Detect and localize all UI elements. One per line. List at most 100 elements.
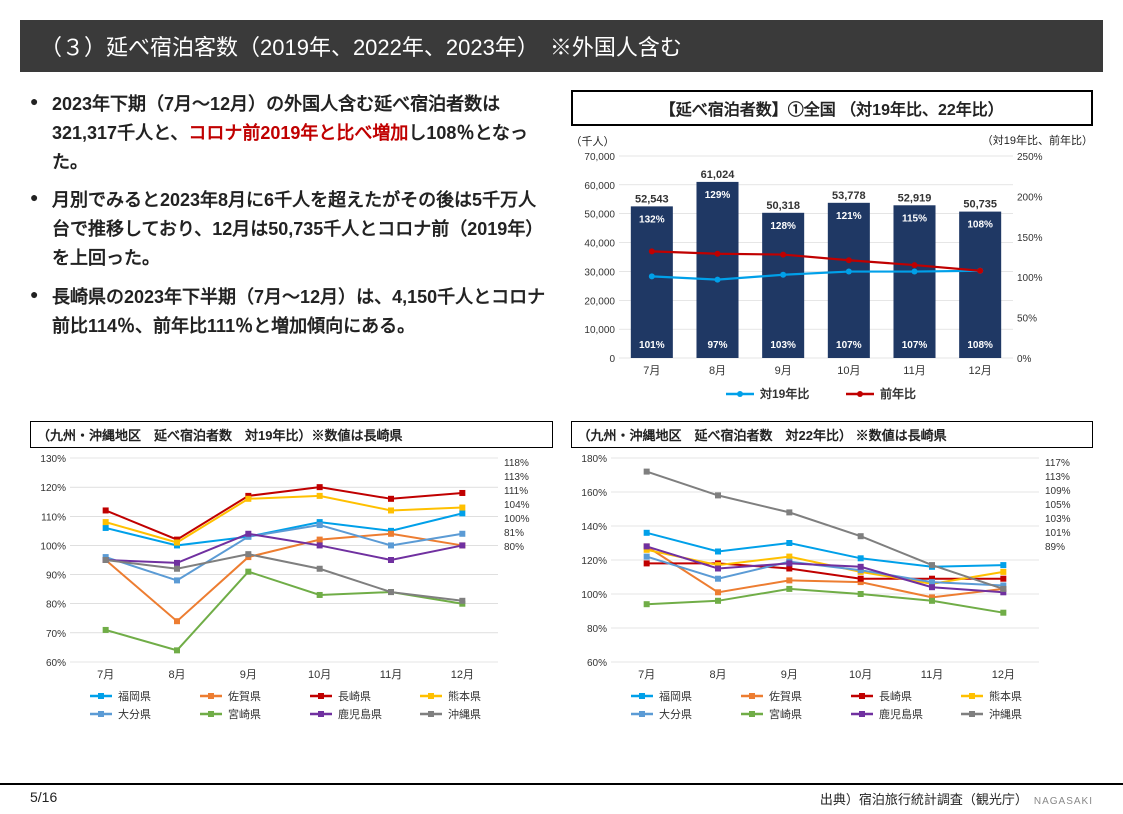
svg-text:10,000: 10,000 — [584, 325, 615, 336]
svg-text:103%: 103% — [1045, 514, 1071, 525]
svg-text:129%: 129% — [704, 190, 730, 201]
svg-text:115%: 115% — [901, 213, 926, 224]
svg-text:52,543: 52,543 — [635, 193, 669, 205]
svg-text:沖縄県: 沖縄県 — [989, 707, 1022, 721]
svg-text:60,000: 60,000 — [584, 181, 615, 192]
svg-text:11月: 11月 — [920, 669, 942, 681]
svg-text:50,318: 50,318 — [766, 200, 800, 212]
svg-text:81%: 81% — [504, 528, 524, 539]
svg-text:130%: 130% — [40, 454, 66, 465]
chart1-title: 【延べ宿泊者数】①全国 （対19年比、22年比） — [571, 90, 1094, 126]
svg-text:7月: 7月 — [638, 669, 655, 681]
svg-text:117%: 117% — [1045, 458, 1070, 469]
svg-text:110%: 110% — [41, 512, 66, 523]
svg-text:福岡県: 福岡県 — [659, 689, 692, 703]
svg-text:108%: 108% — [967, 220, 993, 231]
svg-text:8月: 8月 — [168, 669, 185, 681]
svg-text:宮崎県: 宮崎県 — [228, 707, 261, 721]
svg-text:140%: 140% — [581, 522, 607, 533]
svg-text:沖縄県: 沖縄県 — [448, 707, 481, 721]
svg-text:9月: 9月 — [240, 669, 257, 681]
svg-text:7月: 7月 — [97, 669, 114, 681]
svg-text:101%: 101% — [639, 340, 665, 351]
svg-text:113%: 113% — [1045, 472, 1070, 483]
svg-text:52,919: 52,919 — [897, 192, 931, 204]
svg-text:熊本県: 熊本県 — [989, 689, 1022, 703]
svg-text:120%: 120% — [40, 483, 66, 494]
svg-text:89%: 89% — [1045, 542, 1065, 553]
svg-text:20,000: 20,000 — [584, 296, 615, 307]
svg-text:180%: 180% — [581, 454, 607, 465]
svg-text:12月: 12月 — [451, 669, 474, 681]
chart1-yr-label: （対19年比、前年比） — [982, 132, 1093, 148]
svg-text:70,000: 70,000 — [584, 152, 615, 163]
svg-text:大分県: 大分県 — [659, 707, 692, 721]
svg-text:大分県: 大分県 — [118, 707, 151, 721]
svg-text:50%: 50% — [1017, 314, 1037, 325]
svg-text:50,735: 50,735 — [963, 199, 997, 211]
chart1-yl-label: （千人） — [571, 136, 615, 148]
svg-text:12月: 12月 — [968, 365, 991, 377]
svg-text:前年比: 前年比 — [880, 386, 916, 401]
page-title: （３）延べ宿泊客数（2019年、2022年、2023年） ※外国人含む — [20, 20, 1103, 72]
svg-text:113%: 113% — [504, 472, 529, 483]
svg-text:0%: 0% — [1017, 354, 1032, 365]
svg-text:11月: 11月 — [380, 669, 402, 681]
svg-text:111%: 111% — [504, 486, 528, 497]
svg-text:61,024: 61,024 — [700, 169, 735, 181]
svg-text:12月: 12月 — [991, 669, 1014, 681]
svg-text:97%: 97% — [707, 340, 727, 351]
svg-text:200%: 200% — [1017, 192, 1043, 203]
svg-text:10月: 10月 — [837, 365, 860, 377]
source: 出典）宿泊旅行統計調査（観光庁） — [820, 792, 1028, 807]
svg-text:8月: 8月 — [708, 365, 725, 377]
svg-text:120%: 120% — [581, 556, 607, 567]
svg-text:10月: 10月 — [308, 669, 331, 681]
svg-text:100%: 100% — [40, 541, 66, 552]
svg-text:103%: 103% — [770, 340, 796, 351]
svg-text:100%: 100% — [581, 590, 607, 601]
logo: NAGASAKI — [1034, 796, 1093, 807]
bullet-item: 月別でみると2023年8月に6千人を超えたがその後は5千万人台で推移しており、1… — [30, 186, 553, 272]
svg-text:60%: 60% — [586, 658, 606, 669]
svg-text:150%: 150% — [1017, 233, 1043, 244]
svg-text:70%: 70% — [46, 629, 66, 640]
svg-text:50,000: 50,000 — [584, 210, 615, 221]
chart1: 010,00020,00030,00040,00050,00060,00070,… — [571, 150, 1061, 410]
svg-text:118%: 118% — [504, 458, 529, 469]
svg-text:宮崎県: 宮崎県 — [769, 707, 802, 721]
page-number: 5/16 — [30, 789, 57, 808]
svg-text:105%: 105% — [1045, 500, 1071, 511]
svg-text:8月: 8月 — [709, 669, 726, 681]
svg-text:鹿児島県: 鹿児島県 — [338, 707, 382, 721]
bullet-item: 長崎県の2023年下半期（7月～12月）は、4,150千人とコロナ前比114％、… — [30, 283, 553, 341]
svg-text:9月: 9月 — [780, 669, 797, 681]
svg-text:対19年比: 対19年比 — [759, 386, 809, 401]
svg-text:101%: 101% — [1045, 528, 1071, 539]
svg-text:長崎県: 長崎県 — [879, 689, 912, 703]
svg-text:佐賀県: 佐賀県 — [769, 689, 802, 703]
svg-text:福岡県: 福岡県 — [118, 689, 151, 703]
svg-text:121%: 121% — [836, 211, 862, 222]
svg-text:佐賀県: 佐賀県 — [228, 689, 261, 703]
svg-text:80%: 80% — [504, 542, 524, 553]
chart3: 60%80%100%120%140%160%180%7月8月9月10月11月12… — [571, 452, 1091, 732]
svg-text:9月: 9月 — [774, 365, 791, 377]
svg-text:90%: 90% — [46, 571, 66, 582]
svg-text:30,000: 30,000 — [584, 267, 615, 278]
bullet-list: 2023年下期（7月～12月）の外国人含む延べ宿泊者数は321,317千人と、コ… — [30, 90, 553, 415]
svg-text:53,778: 53,778 — [832, 190, 866, 202]
svg-text:108%: 108% — [967, 340, 993, 351]
bullet-item: 2023年下期（7月～12月）の外国人含む延べ宿泊者数は321,317千人と、コ… — [30, 90, 553, 176]
svg-text:7月: 7月 — [643, 365, 660, 377]
svg-text:40,000: 40,000 — [584, 239, 615, 250]
svg-text:100%: 100% — [504, 514, 530, 525]
svg-text:100%: 100% — [1017, 273, 1043, 284]
svg-text:長崎県: 長崎県 — [338, 689, 371, 703]
svg-text:10月: 10月 — [849, 669, 872, 681]
svg-text:104%: 104% — [504, 500, 530, 511]
chart3-title: （九州・沖縄地区 延べ宿泊者数 対22年比） ※数値は長崎県 — [571, 421, 1094, 448]
svg-text:熊本県: 熊本県 — [448, 689, 481, 703]
svg-text:128%: 128% — [770, 221, 796, 232]
svg-text:107%: 107% — [901, 340, 927, 351]
